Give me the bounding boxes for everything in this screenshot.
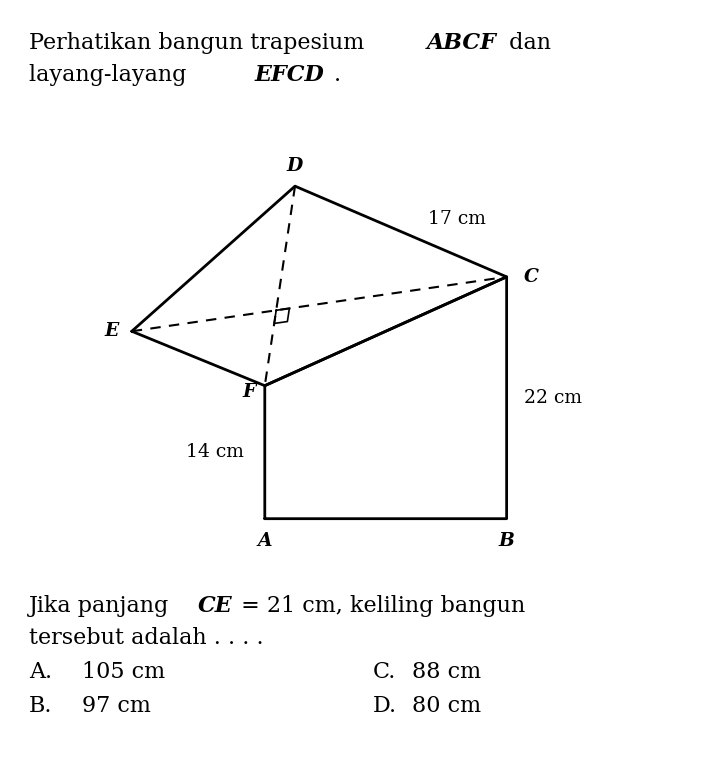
Text: ABCF: ABCF xyxy=(427,32,496,54)
Text: A: A xyxy=(257,532,272,550)
Text: = 21 cm, keliling bangun: = 21 cm, keliling bangun xyxy=(234,595,525,617)
Text: .: . xyxy=(333,64,341,86)
Text: 80 cm: 80 cm xyxy=(412,695,481,717)
Text: CE: CE xyxy=(198,595,232,617)
Text: 14 cm: 14 cm xyxy=(186,443,244,461)
Text: D: D xyxy=(287,157,303,175)
Text: E: E xyxy=(104,322,118,340)
Text: A.: A. xyxy=(29,661,52,683)
Text: dan: dan xyxy=(502,32,551,54)
Text: layang-layang: layang-layang xyxy=(29,64,193,86)
Text: Perhatikan bangun trapesium: Perhatikan bangun trapesium xyxy=(29,32,371,54)
Text: B: B xyxy=(499,532,515,550)
Text: 97 cm: 97 cm xyxy=(82,695,151,717)
Text: C: C xyxy=(523,268,538,286)
Text: B.: B. xyxy=(29,695,52,717)
Text: Jika panjang: Jika panjang xyxy=(29,595,176,617)
Text: 88 cm: 88 cm xyxy=(412,661,481,683)
Text: 17 cm: 17 cm xyxy=(428,211,486,228)
Text: EFCD: EFCD xyxy=(255,64,324,86)
Text: D.: D. xyxy=(373,695,397,717)
Text: 22 cm: 22 cm xyxy=(523,389,581,407)
Text: 105 cm: 105 cm xyxy=(82,661,166,683)
Text: C.: C. xyxy=(373,661,397,683)
Text: tersebut adalah . . . .: tersebut adalah . . . . xyxy=(29,627,263,649)
Text: F: F xyxy=(242,383,256,401)
